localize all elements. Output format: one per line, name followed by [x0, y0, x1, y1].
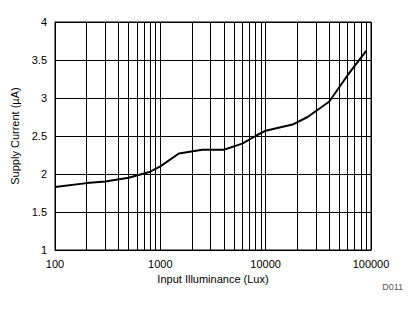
svg-text:3.5: 3.5 [32, 54, 47, 66]
svg-text:1000: 1000 [148, 258, 172, 270]
svg-text:Input Illuminance (Lux): Input Illuminance (Lux) [157, 273, 268, 285]
svg-text:2: 2 [41, 168, 47, 180]
svg-text:2.5: 2.5 [32, 130, 47, 142]
svg-text:1: 1 [41, 244, 47, 256]
svg-text:1.5: 1.5 [32, 206, 47, 218]
svg-text:100: 100 [46, 258, 64, 270]
svg-text:10000: 10000 [250, 258, 281, 270]
svg-text:Supply Current (µA): Supply Current (µA) [9, 87, 21, 184]
svg-text:4: 4 [41, 16, 47, 28]
svg-text:100000: 100000 [353, 258, 390, 270]
svg-text:D011: D011 [382, 282, 403, 292]
svg-text:3: 3 [41, 92, 47, 104]
